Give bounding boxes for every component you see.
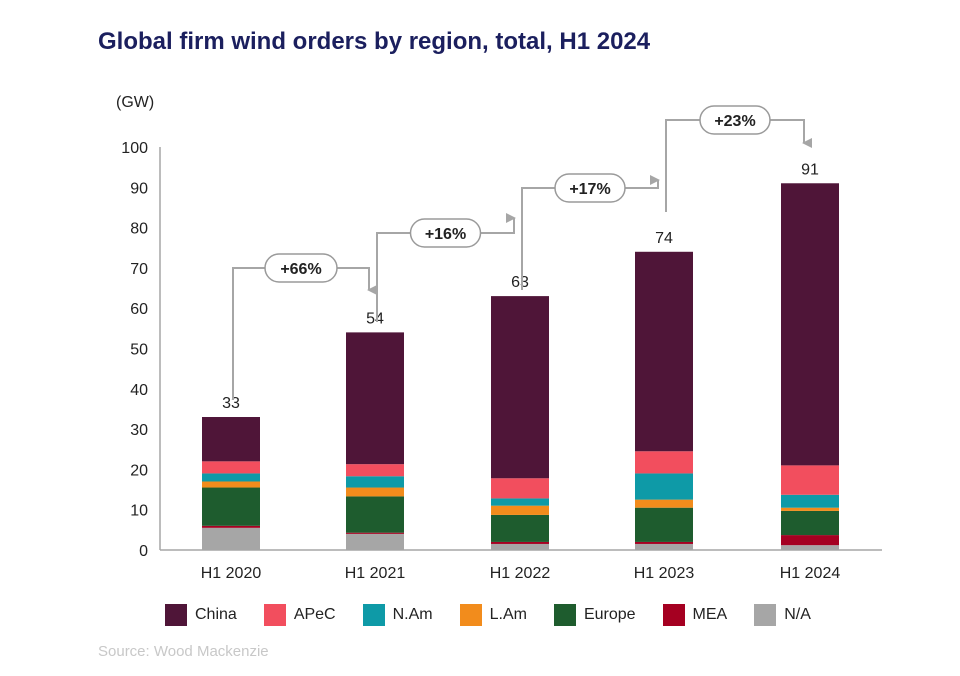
- bar-segment-europe: [202, 487, 260, 526]
- bar-segment-l-am: [781, 507, 839, 511]
- bar-segment-n-a: [202, 527, 260, 550]
- bar-segment-l-am: [202, 481, 260, 488]
- bar-segment-n-am: [346, 476, 404, 488]
- bar-segment-l-am: [346, 487, 404, 497]
- x-tick-label: H1 2024: [780, 565, 841, 582]
- bar-segment-europe: [346, 496, 404, 533]
- bar-segment-apec: [635, 451, 693, 474]
- legend-swatch: [662, 604, 685, 626]
- bar-segment-china: [346, 332, 404, 465]
- bar-segment-apec: [781, 465, 839, 495]
- growth-annotations: +66% +16% +17% +23%: [232, 105, 812, 400]
- y-tick-label: 90: [130, 180, 148, 197]
- y-tick-label: 20: [130, 462, 148, 479]
- growth-label: +17%: [569, 181, 610, 198]
- y-tick-label: 10: [130, 503, 148, 520]
- legend-item: N.Am: [362, 604, 433, 626]
- bar-segment-mea: [346, 532, 404, 534]
- legend-swatch: [165, 604, 187, 626]
- growth-pill: [264, 253, 338, 283]
- growth-label: +23%: [714, 113, 755, 130]
- bar-segment-n-a: [781, 545, 839, 550]
- y-tick-label: 100: [121, 140, 148, 157]
- bar-segment-mea: [781, 535, 839, 546]
- bar-total-label: 63: [511, 274, 529, 291]
- legend-swatch: [362, 604, 385, 626]
- bar-segment-n-am: [635, 473, 693, 500]
- stacked-bar-chart: 0 10 20 30 40 50 60 70 80 90 100 H1 2020 H1 2021 H1 2…: [121, 105, 882, 582]
- source-note: Source: Wood Mackenzie: [98, 643, 269, 660]
- bar-segment-china: [635, 251, 693, 452]
- x-tick-label: H1 2021: [345, 565, 406, 582]
- growth-label: +66%: [280, 261, 321, 278]
- growth-pill: [554, 173, 626, 203]
- y-tick-label: 50: [130, 342, 148, 359]
- legend: China APeC N.Am L.Am Europe MEA N/A: [165, 604, 838, 626]
- y-tick-label: 60: [130, 301, 148, 318]
- legend-item: L.Am: [459, 604, 527, 626]
- bar-total-label: 74: [655, 230, 673, 247]
- bar-segment-apec: [202, 461, 260, 474]
- bar-segment-europe: [491, 514, 549, 542]
- x-tick-label: H1 2022: [490, 565, 551, 582]
- bar-segment-mea: [635, 541, 693, 544]
- y-tick-label: 30: [130, 422, 148, 439]
- legend-swatch: [459, 604, 482, 626]
- bar-segment-l-am: [635, 499, 693, 508]
- bar-segment-apec: [491, 478, 549, 499]
- axes: 0 10 20 30 40 50 60 70 80 90 100 H1 2020 H1 2021 H1 2…: [121, 140, 882, 582]
- chart-title: Global firm wind orders by region, total…: [98, 28, 651, 55]
- legend-item: APeC: [263, 604, 336, 626]
- legend-label: N/A: [784, 606, 811, 623]
- bar-segment-china: [781, 183, 839, 466]
- x-tick-label: H1 2020: [201, 565, 262, 582]
- x-tick-label: H1 2023: [634, 565, 695, 582]
- legend-item: N/A: [754, 604, 811, 626]
- bar-total-label: 91: [801, 161, 819, 178]
- legend-swatch: [754, 604, 777, 626]
- legend-label: Europe: [583, 606, 636, 623]
- bar-segment-china: [491, 296, 549, 479]
- bar-total-label: 33: [222, 395, 240, 412]
- bar-segment-mea: [202, 525, 260, 528]
- bar-segment-n-a: [346, 533, 404, 550]
- y-tick-label: 80: [130, 221, 148, 238]
- legend-item: Europe: [553, 604, 636, 626]
- y-tick-label: 40: [130, 382, 148, 399]
- legend-label: L.Am: [489, 606, 527, 623]
- bar-segment-europe: [781, 510, 839, 536]
- legend-label: N.Am: [392, 606, 433, 623]
- bar-segment-n-am: [202, 473, 260, 482]
- growth-label: +16%: [425, 226, 466, 243]
- y-tick-label: 0: [139, 543, 148, 560]
- y-tick-label: 70: [130, 261, 148, 278]
- legend-item: MEA: [662, 604, 728, 626]
- growth-pill: [699, 105, 771, 135]
- growth-pill: [409, 218, 482, 248]
- bar-segment-apec: [346, 464, 404, 477]
- bar-segment-china: [202, 417, 260, 462]
- bar-segment-l-am: [491, 505, 549, 515]
- bar-segment-n-am: [781, 494, 839, 508]
- y-axis-unit-label: (GW): [116, 94, 155, 111]
- bar-segment-n-a: [635, 543, 693, 550]
- bars: 33 54 63 74 91: [202, 161, 839, 550]
- legend-swatch: [553, 604, 576, 626]
- bar-total-label: 54: [366, 310, 384, 327]
- bar-segment-mea: [491, 541, 549, 544]
- legend-label: China: [195, 606, 237, 623]
- legend-label: APeC: [293, 606, 336, 623]
- bar-segment-europe: [635, 507, 693, 542]
- bar-segment-n-a: [491, 543, 549, 550]
- legend-label: MEA: [692, 606, 728, 623]
- bar-segment-n-am: [491, 498, 549, 506]
- legend-item: China: [165, 604, 237, 626]
- legend-swatch: [263, 604, 286, 626]
